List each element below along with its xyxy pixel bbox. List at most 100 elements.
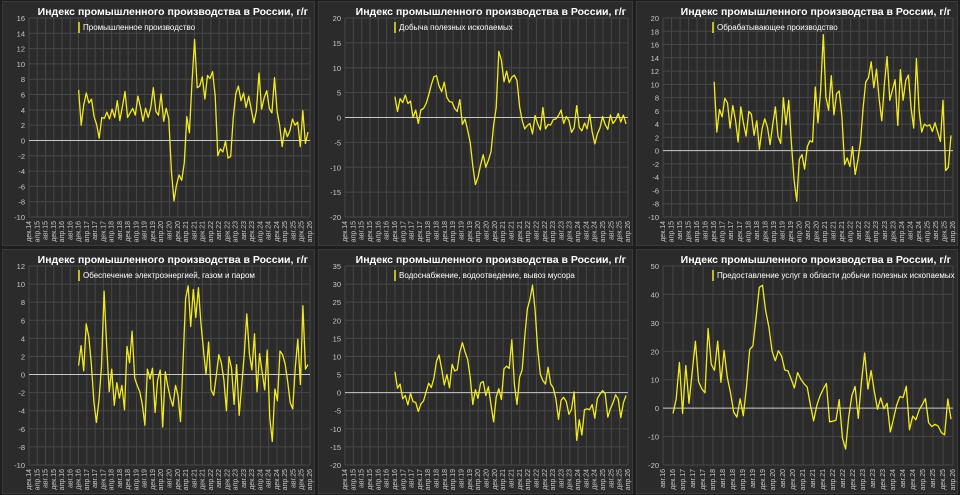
x-tick-label: дек.16 xyxy=(76,469,83,490)
x-tick-label: авг.22 xyxy=(533,221,540,240)
x-tick-label: авг.23 xyxy=(882,221,889,240)
x-tick-label: авг.20 xyxy=(484,469,491,488)
x-tick-label: авг.24 xyxy=(907,221,914,240)
y-tick-label: 14 xyxy=(651,54,659,63)
x-tick-label: авг.16 xyxy=(660,469,667,488)
x-tick-label: апр.15 xyxy=(34,469,41,490)
x-tick-label: апр.19 xyxy=(450,469,457,490)
series-line xyxy=(672,284,952,450)
x-tick-label: апр.26 xyxy=(625,469,632,490)
chart-panel-water-supply: Индекс промышленного производства в Росс… xyxy=(318,249,633,494)
x-tick-label: апр.23 xyxy=(550,221,557,242)
y-tick-label: 6 xyxy=(655,107,659,116)
legend-label: Обеспечение электроэнергией, газом и пар… xyxy=(83,271,255,280)
x-tick-label: дек.20 xyxy=(790,469,797,490)
x-tick-label: апр.19 xyxy=(740,469,747,490)
x-tick-label: апр.22 xyxy=(848,221,855,242)
y-tick-label: 12 xyxy=(17,45,25,54)
x-tick-label: дек.22 xyxy=(850,469,857,490)
x-tick-label: авг.15 xyxy=(677,221,684,240)
x-tick-label: авг.16 xyxy=(67,469,74,488)
y-tick-label: -10 xyxy=(330,163,341,172)
x-tick-label: авг.17 xyxy=(409,469,416,488)
x-tick-label: авг.23 xyxy=(558,469,565,488)
chart-panel-mining: Индекс промышленного производства в Росс… xyxy=(318,1,633,246)
y-tick-label: -5 xyxy=(334,407,341,416)
x-tick-label: авг.21 xyxy=(191,469,198,488)
chart-title: Индекс промышленного производства в Росс… xyxy=(680,6,951,18)
x-tick-label: авг.25 xyxy=(930,469,937,488)
x-tick-label: апр.17 xyxy=(84,469,91,490)
x-tick-label: апр.20 xyxy=(475,221,482,242)
x-tick-label: дек.18 xyxy=(762,221,769,242)
legend-label: Добыча полезных ископаемых xyxy=(399,23,513,32)
x-tick-label: авг.22 xyxy=(840,469,847,488)
x-tick-label: дек.25 xyxy=(617,469,624,490)
x-tick-label: дек.14 xyxy=(26,221,33,242)
x-tick-label: дек.24 xyxy=(916,221,923,242)
x-tick-label: авг.21 xyxy=(831,221,838,240)
x-tick-label: авг.16 xyxy=(703,221,710,240)
x-tick-label: авг.20 xyxy=(805,221,812,240)
x-tick-label: апр.24 xyxy=(575,221,582,242)
x-tick-label: дек.20 xyxy=(814,221,821,242)
x-tick-label: дек.18 xyxy=(442,221,449,242)
chart-panel-manufacturing: Индекс промышленного производства в Росс… xyxy=(636,1,958,246)
x-tick-label: апр.23 xyxy=(550,469,557,490)
y-tick-label: 40 xyxy=(651,290,659,299)
x-tick-label: апр.19 xyxy=(133,469,140,490)
x-tick-label: дек.17 xyxy=(100,221,107,242)
chart-panel-electricity: Индекс промышленного производства в Росс… xyxy=(2,249,315,494)
chart-panel-mining-services: Индекс промышленного производства в Росс… xyxy=(636,249,958,494)
x-tick-label: дек.21 xyxy=(200,469,207,490)
x-tick-label: дек.21 xyxy=(839,221,846,242)
x-tick-label: апр.24 xyxy=(257,221,264,242)
x-tick-label: апр.16 xyxy=(59,469,66,490)
x-tick-label: апр.21 xyxy=(500,469,507,490)
y-tick-label: -10 xyxy=(330,425,341,434)
x-tick-label: дек.25 xyxy=(299,221,306,242)
y-tick-label: -10 xyxy=(14,213,25,222)
y-tick-label: 10 xyxy=(651,80,659,89)
x-tick-label: апр.15 xyxy=(350,469,357,490)
x-tick-label: апр.23 xyxy=(860,469,867,490)
y-tick-label: 50 xyxy=(651,262,659,271)
x-tick-label: дек.19 xyxy=(788,221,795,242)
y-tick-label: 20 xyxy=(651,347,659,356)
x-tick-label: авг.17 xyxy=(92,469,99,488)
y-tick-label: -15 xyxy=(330,188,341,197)
x-tick-label: апр.19 xyxy=(771,221,778,242)
x-tick-label: авг.22 xyxy=(216,221,223,240)
x-tick-label: авг.18 xyxy=(754,221,761,240)
x-tick-label: апр.15 xyxy=(669,221,676,242)
x-tick-label: авг.19 xyxy=(142,221,149,240)
x-tick-label: авг.19 xyxy=(459,469,466,488)
chart-title: Индекс промышленного производства в Росс… xyxy=(680,254,951,266)
y-tick-label: 20 xyxy=(333,316,341,325)
y-tick-label: -10 xyxy=(14,461,25,470)
legend-label: Обрабатывающее производство xyxy=(717,23,838,32)
x-tick-label: авг.18 xyxy=(434,221,441,240)
chart-title: Индекс промышленного производства в Росс… xyxy=(37,6,308,18)
x-tick-label: авг.18 xyxy=(434,469,441,488)
x-tick-label: дек.17 xyxy=(417,469,424,490)
x-tick-label: апр.21 xyxy=(800,469,807,490)
x-tick-label: авг.20 xyxy=(167,469,174,488)
x-tick-label: дек.22 xyxy=(542,469,549,490)
x-tick-label: апр.21 xyxy=(822,221,829,242)
x-tick-label: авг.25 xyxy=(933,221,940,240)
x-tick-label: апр.20 xyxy=(158,221,165,242)
x-tick-label: апр.17 xyxy=(720,221,727,242)
x-tick-label: авг.18 xyxy=(117,469,124,488)
x-tick-label: авг.23 xyxy=(558,221,565,240)
x-tick-label: авг.21 xyxy=(191,221,198,240)
x-tick-label: авг.19 xyxy=(779,221,786,240)
x-tick-label: дек.17 xyxy=(700,469,707,490)
x-tick-label: авг.24 xyxy=(266,221,273,240)
x-tick-label: апр.23 xyxy=(233,221,240,242)
x-tick-label: авг.18 xyxy=(117,221,124,240)
y-tick-label: -8 xyxy=(18,198,25,207)
x-tick-label: апр.22 xyxy=(525,221,532,242)
